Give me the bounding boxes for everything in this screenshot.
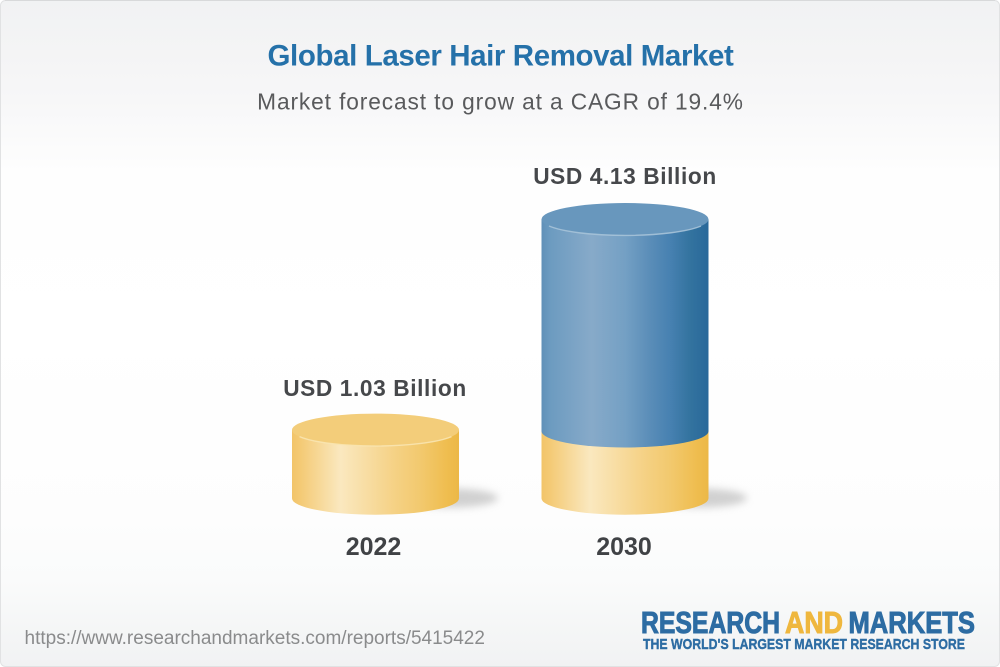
svg-text:https://www.researchandmarkets: https://www.researchandmarkets.com/repor… [25, 628, 485, 649]
svg-text:THE WORLD'S LARGEST MARKET RES: THE WORLD'S LARGEST MARKET RESEARCH STOR… [643, 637, 965, 653]
svg-text:USD 1.03 Billion: USD 1.03 Billion [283, 375, 467, 401]
svg-text:2030: 2030 [596, 533, 652, 561]
svg-text:2022: 2022 [346, 533, 402, 561]
svg-text:USD 4.13 Billion: USD 4.13 Billion [533, 163, 717, 189]
svg-text:AND: AND [785, 605, 843, 640]
svg-text:RESEARCH: RESEARCH [641, 605, 780, 640]
svg-text:Global Laser Hair Removal Mark: Global Laser Hair Removal Market [268, 40, 735, 73]
svg-text:Market forecast to grow at a C: Market forecast to grow at a CAGR of 19.… [257, 88, 744, 114]
svg-text:MARKETS: MARKETS [849, 605, 976, 640]
